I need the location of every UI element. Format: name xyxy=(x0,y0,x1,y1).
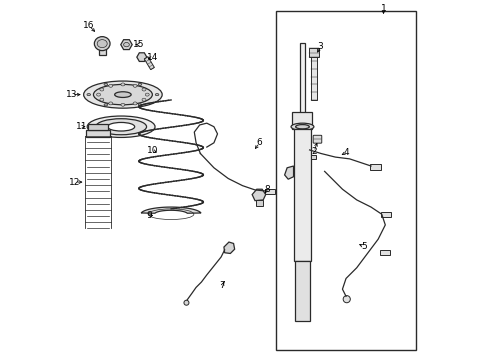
Text: 7: 7 xyxy=(219,281,225,290)
Bar xyxy=(310,57,317,100)
Ellipse shape xyxy=(104,83,107,85)
Circle shape xyxy=(343,296,349,303)
Text: 5: 5 xyxy=(360,242,366,251)
Text: 11: 11 xyxy=(76,122,88,131)
Bar xyxy=(308,48,318,57)
Polygon shape xyxy=(224,242,234,253)
Bar xyxy=(311,155,316,159)
Bar xyxy=(276,11,415,350)
Polygon shape xyxy=(144,57,154,70)
Bar xyxy=(256,200,263,206)
Ellipse shape xyxy=(96,93,100,96)
Bar xyxy=(86,130,110,137)
Bar xyxy=(293,129,311,261)
Ellipse shape xyxy=(290,123,313,130)
Ellipse shape xyxy=(138,83,141,85)
Ellipse shape xyxy=(97,40,107,47)
Ellipse shape xyxy=(114,92,131,97)
Ellipse shape xyxy=(142,98,146,101)
Text: 15: 15 xyxy=(133,40,144,49)
Ellipse shape xyxy=(87,116,155,137)
Bar xyxy=(292,112,312,129)
Ellipse shape xyxy=(83,81,162,108)
Bar xyxy=(88,124,108,130)
FancyBboxPatch shape xyxy=(313,135,321,143)
Polygon shape xyxy=(141,207,200,213)
Text: 10: 10 xyxy=(147,146,158,155)
Ellipse shape xyxy=(108,102,112,105)
Text: 3: 3 xyxy=(317,42,322,51)
Text: 9: 9 xyxy=(146,211,151,221)
Ellipse shape xyxy=(87,94,91,96)
Ellipse shape xyxy=(107,122,135,131)
Ellipse shape xyxy=(93,84,152,105)
Text: 8: 8 xyxy=(263,185,269,195)
Text: 14: 14 xyxy=(147,53,158,62)
Polygon shape xyxy=(284,166,293,179)
Ellipse shape xyxy=(121,83,124,86)
Ellipse shape xyxy=(145,93,149,96)
Bar xyxy=(380,212,390,217)
Text: 2: 2 xyxy=(310,147,316,156)
Bar xyxy=(370,164,380,170)
Ellipse shape xyxy=(108,84,112,87)
Ellipse shape xyxy=(123,42,129,47)
Bar xyxy=(379,250,389,255)
Ellipse shape xyxy=(100,88,104,91)
Ellipse shape xyxy=(138,104,141,106)
Bar xyxy=(299,43,304,114)
Ellipse shape xyxy=(295,125,309,129)
Ellipse shape xyxy=(155,94,159,96)
Polygon shape xyxy=(252,189,265,201)
Ellipse shape xyxy=(121,103,124,106)
Text: 6: 6 xyxy=(256,138,262,147)
Circle shape xyxy=(183,300,189,305)
Text: 16: 16 xyxy=(83,21,94,30)
Ellipse shape xyxy=(133,84,137,87)
Ellipse shape xyxy=(104,104,107,106)
Ellipse shape xyxy=(95,119,146,135)
Bar xyxy=(295,261,309,321)
Ellipse shape xyxy=(133,102,137,105)
Ellipse shape xyxy=(94,37,110,51)
Bar xyxy=(98,47,106,55)
Ellipse shape xyxy=(142,88,146,91)
Text: 1: 1 xyxy=(380,4,386,14)
Text: 12: 12 xyxy=(69,177,80,187)
Text: 13: 13 xyxy=(66,90,77,99)
Bar xyxy=(264,189,274,194)
Ellipse shape xyxy=(100,98,104,101)
Text: 4: 4 xyxy=(343,148,348,157)
